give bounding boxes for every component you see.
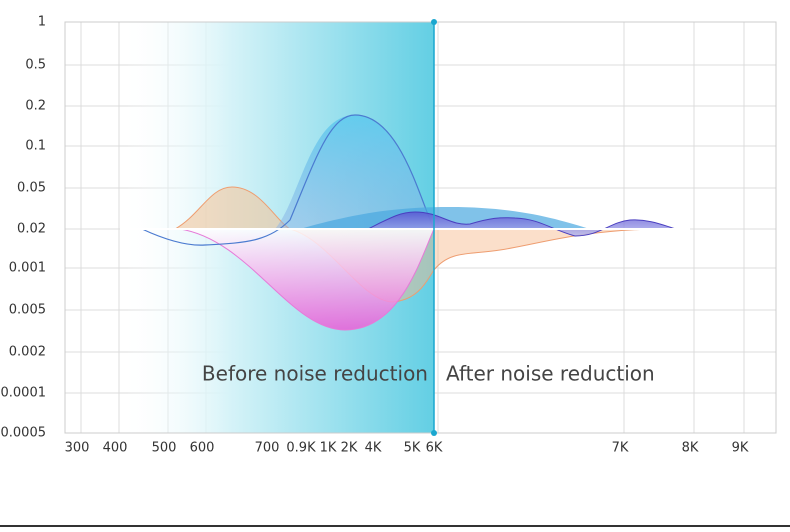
cyan-area bbox=[275, 115, 434, 229]
y-tick-label: 0.002 bbox=[9, 345, 46, 360]
x-tick-label: 600 bbox=[190, 441, 215, 456]
y-tick-label: 0.2 bbox=[25, 99, 46, 114]
x-tick-label: 6K bbox=[426, 441, 443, 456]
y-tick-label: 1 bbox=[38, 15, 46, 30]
blue-line bbox=[141, 114, 435, 246]
y-tick-label: 0.0005 bbox=[1, 426, 47, 441]
x-tick-label: 8K bbox=[682, 441, 699, 456]
x-tick-label: 1K bbox=[320, 441, 337, 456]
y-tick-label: 0.02 bbox=[17, 222, 46, 237]
x-tick-label: 2K bbox=[341, 441, 358, 456]
annotation: After noise reduction bbox=[446, 362, 655, 386]
y-tick-label: 0.1 bbox=[25, 139, 46, 154]
x-tick-label: 4K bbox=[365, 441, 382, 456]
x-tick-label: 0.9K bbox=[286, 441, 316, 456]
x-tick-label: 9K bbox=[732, 441, 749, 456]
x-tick-label: 300 bbox=[65, 441, 90, 456]
y-tick-label: 0.001 bbox=[9, 261, 46, 276]
plot-frame bbox=[64, 21, 777, 434]
x-tick-label: 400 bbox=[103, 441, 128, 456]
y-tick-label: 0.0001 bbox=[1, 386, 47, 401]
divider-dot bbox=[431, 430, 437, 436]
y-tick-label: 0.5 bbox=[25, 58, 46, 73]
y-tick-label: 0.005 bbox=[9, 303, 46, 318]
pink-area bbox=[179, 228, 435, 331]
x-tick-label: 5K bbox=[404, 441, 421, 456]
y-tick-label: 0.05 bbox=[17, 181, 46, 196]
annotation: Before noise reduction bbox=[202, 362, 428, 386]
divider-dot bbox=[431, 19, 437, 25]
x-tick-label: 7K bbox=[612, 441, 629, 456]
x-tick-label: 500 bbox=[152, 441, 177, 456]
x-tick-label: 700 bbox=[255, 441, 280, 456]
